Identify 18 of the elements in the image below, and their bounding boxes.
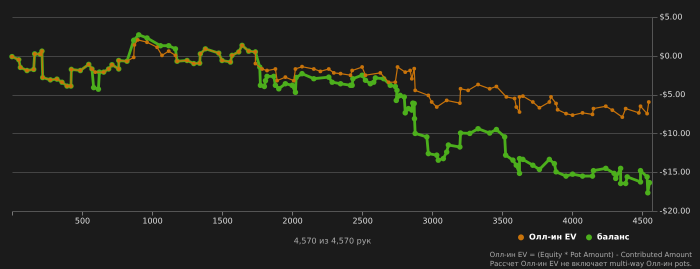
x-tick-label: 3000 bbox=[422, 216, 443, 226]
y-tick-label: $0.00 bbox=[660, 51, 682, 60]
y-tick-label: -$10.00 bbox=[660, 128, 690, 138]
y-tick-label: -$20.00 bbox=[660, 206, 690, 216]
x-tick-label: 500 bbox=[74, 216, 90, 226]
legend-label: баланс bbox=[597, 232, 630, 242]
x-tick-label: 4500 bbox=[632, 216, 653, 226]
x-tick-label: 1500 bbox=[212, 216, 233, 226]
x-tick-label: 1000 bbox=[142, 216, 163, 226]
x-axis-title: 4,570 из 4,570 рук bbox=[294, 236, 372, 246]
x-tick-label: 3500 bbox=[492, 216, 513, 226]
legend-label: Олл-ин EV bbox=[529, 232, 578, 242]
x-tick-label: 2500 bbox=[352, 216, 373, 226]
y-tick-label: $5.00 bbox=[660, 12, 682, 22]
x-tick-label: 4000 bbox=[562, 216, 583, 226]
x-tick-label: 2000 bbox=[282, 216, 303, 226]
y-tick-label: -$15.00 bbox=[660, 168, 690, 177]
y-tick-label: -$5.00 bbox=[660, 90, 686, 100]
